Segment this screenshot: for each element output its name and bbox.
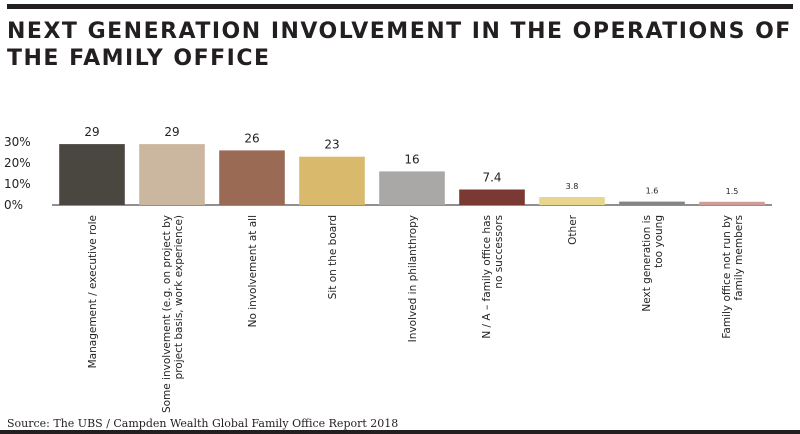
category-label: too young (653, 215, 665, 268)
bars-layer (59, 144, 765, 205)
labels-layer: 29 Management / executive role 29 Some invo… (84, 125, 745, 413)
value-label: 1.5 (726, 187, 739, 196)
value-label: 29 (164, 125, 179, 139)
y-tick-label: 0% (4, 198, 23, 212)
y-tick-label: 20% (4, 156, 31, 170)
category-label: Family office not run by (721, 215, 733, 339)
value-label: 16 (404, 152, 419, 166)
chart-title: NEXT GENERATION INVOLVEMENT IN THE OPERA… (7, 19, 792, 71)
value-label: 26 (244, 131, 259, 145)
y-tick-label: 10% (4, 177, 31, 191)
category-label: Management / executive role (87, 215, 99, 368)
category-label: N / A – family office has (481, 215, 493, 339)
value-label: 3.8 (566, 182, 579, 191)
bar-6 (459, 189, 525, 205)
bar-3 (219, 150, 285, 205)
value-label: 29 (84, 125, 99, 139)
value-label: 23 (324, 138, 339, 152)
bar-9 (699, 201, 765, 205)
category-label: project basis, work experience) (173, 215, 185, 379)
category-label: family members (733, 215, 745, 301)
category-label: Sit on the board (327, 215, 339, 299)
value-label: 1.6 (646, 187, 659, 196)
bar-2 (139, 144, 205, 205)
category-label: Some involvement (e.g. on project by (161, 215, 173, 413)
bar-7 (539, 197, 605, 205)
bottom-rule (0, 430, 800, 434)
category-label: Next generation is (641, 215, 653, 312)
category-label: Involved in philanthropy (407, 215, 419, 342)
source-note: Source: The UBS / Campden Wealth Global … (7, 417, 399, 430)
top-rule (7, 4, 793, 9)
bar-5 (379, 171, 445, 205)
y-tick-label: 30% (4, 135, 31, 149)
bar-1 (59, 144, 125, 205)
bar-4 (299, 156, 365, 205)
category-label: no successors (493, 215, 505, 289)
category-label: Other (567, 214, 579, 244)
category-label: No involvement at all (247, 215, 259, 327)
value-label: 7.4 (482, 171, 501, 185)
bar-8 (619, 201, 685, 205)
